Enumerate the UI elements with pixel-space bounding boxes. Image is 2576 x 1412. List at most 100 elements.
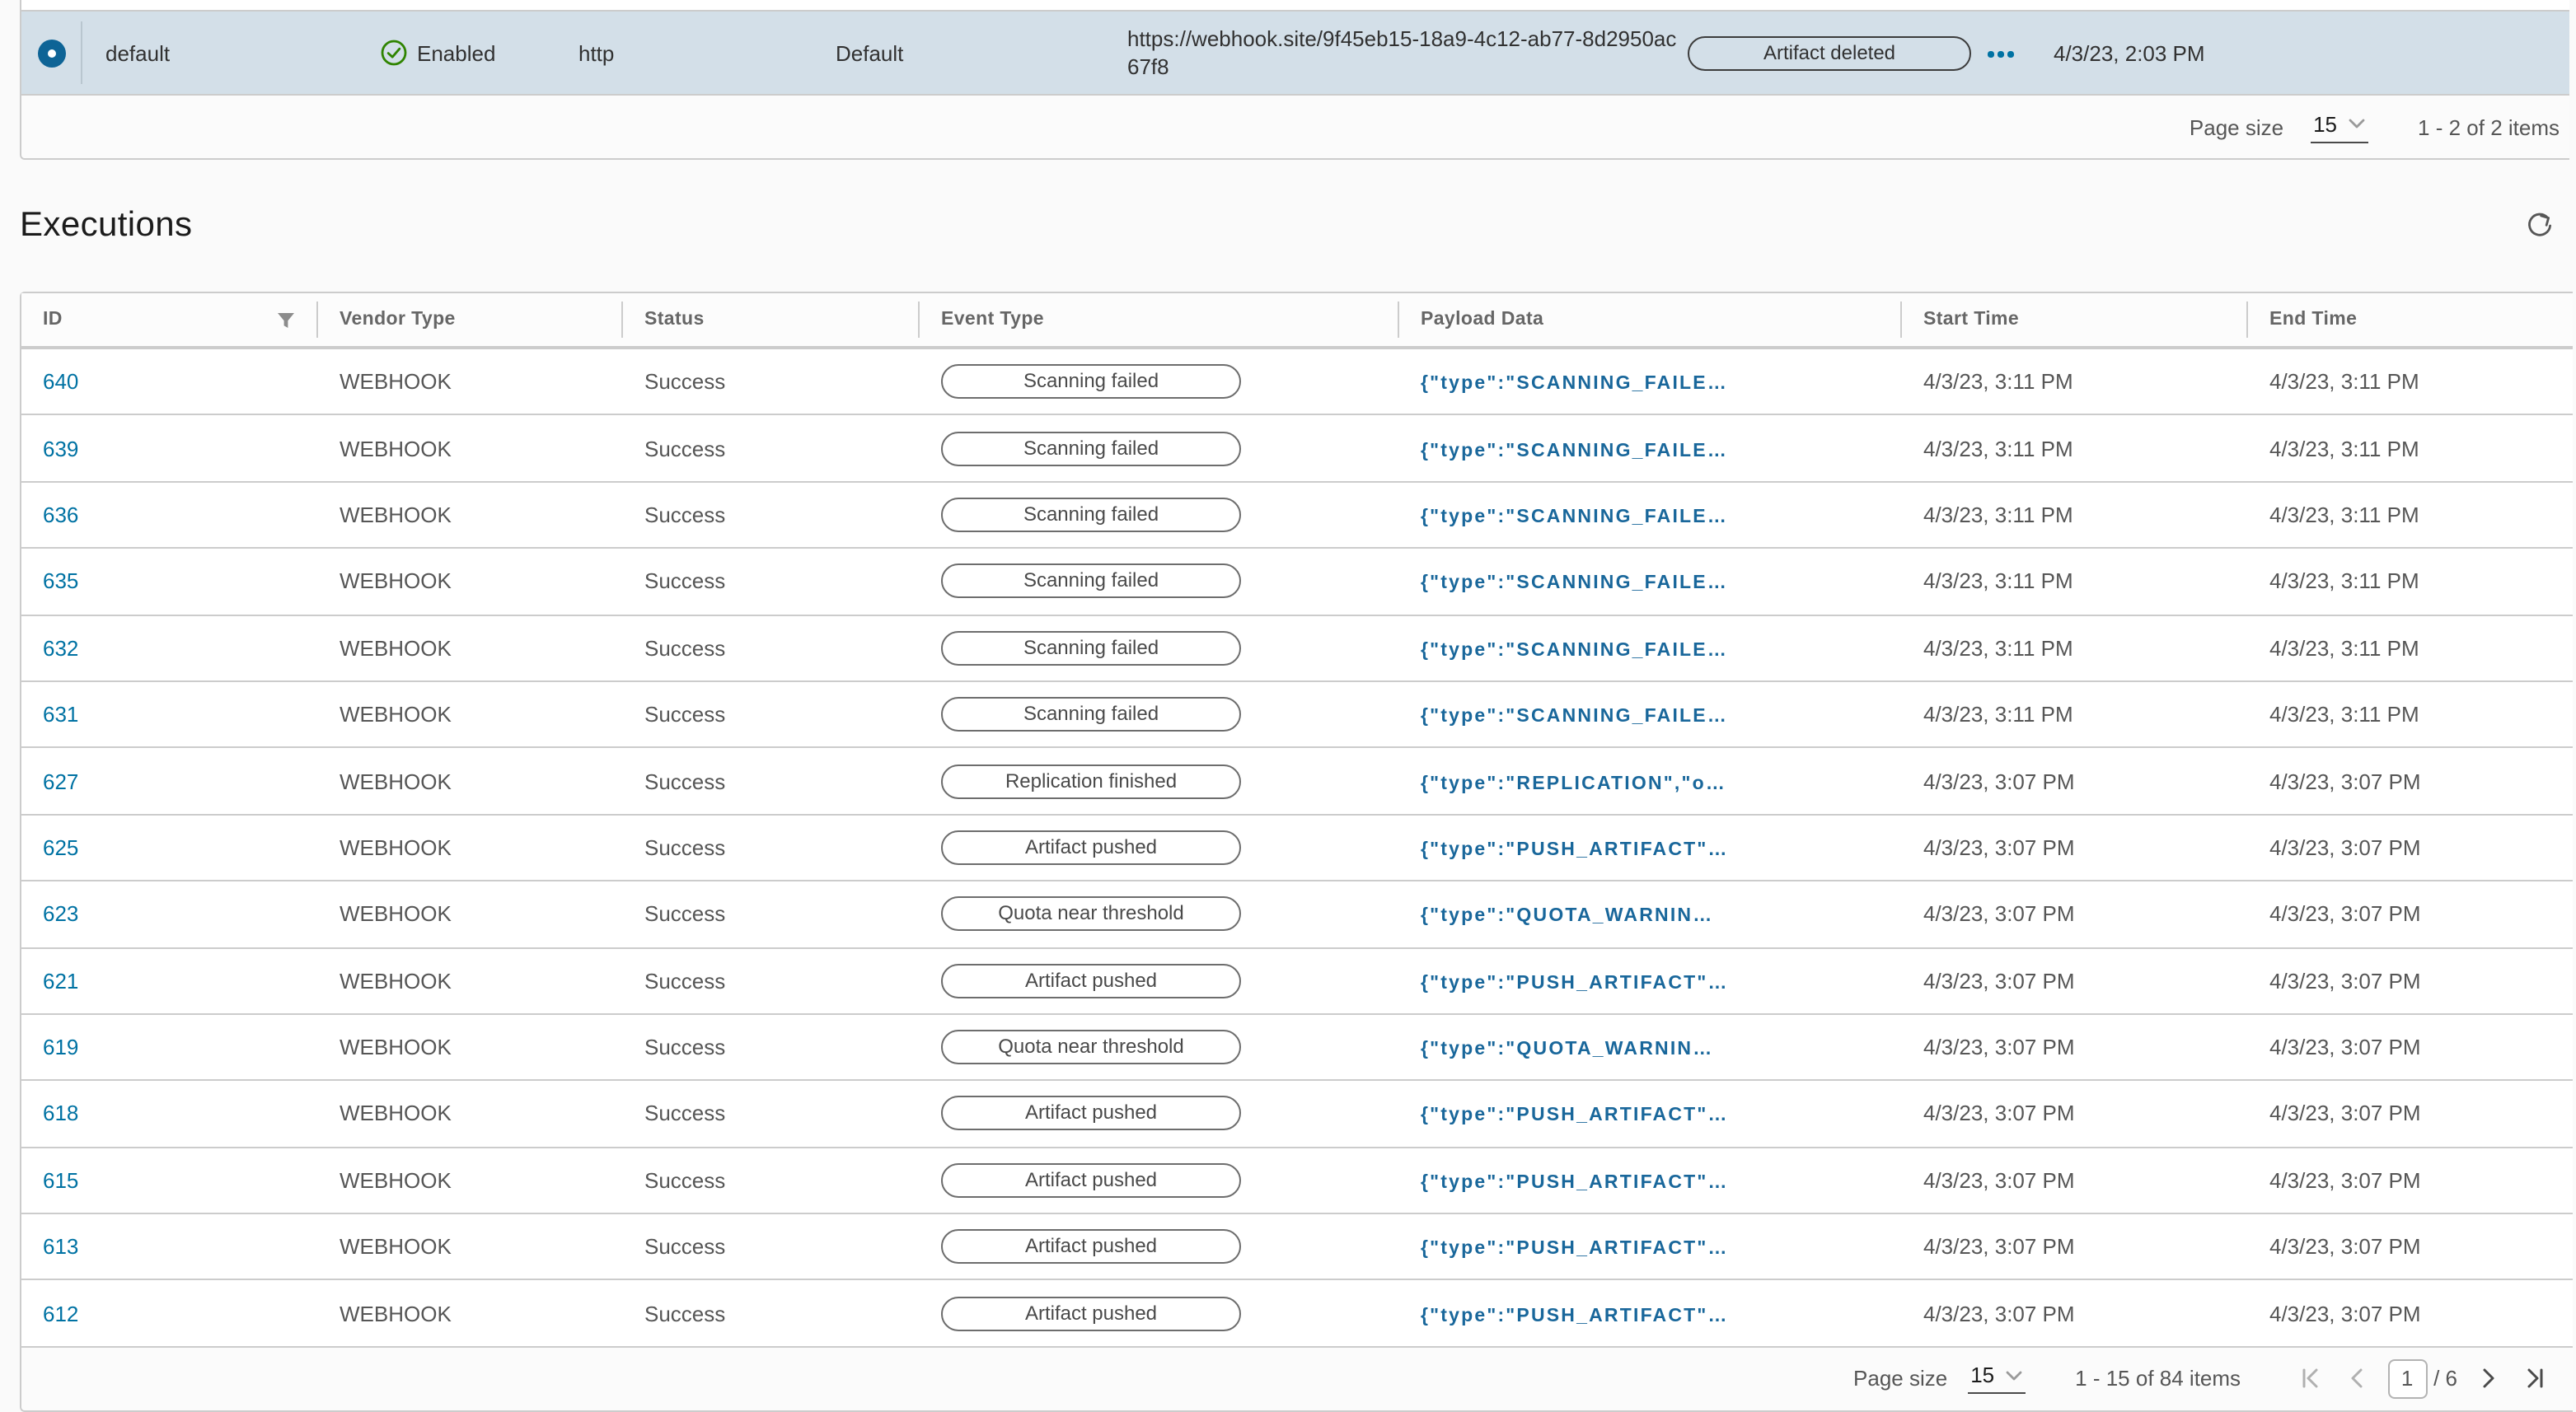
event-type-badge: Artifact pushed	[941, 830, 1241, 865]
webhook-name: default	[105, 40, 171, 65]
enabled-check-icon	[381, 40, 407, 66]
page-size-value: 15	[2313, 111, 2338, 136]
execution-id-link[interactable]: 635	[43, 568, 79, 594]
execution-row: 636 WEBHOOK Success Scanning failed {"ty…	[21, 482, 2573, 549]
execution-id-link[interactable]: 618	[43, 1101, 79, 1126]
executions-table-footer: Page size 15 1 - 15 of 84 items	[21, 1345, 2573, 1410]
execution-start-time-cell: 4/3/23, 3:07 PM	[1923, 769, 2075, 794]
chevron-down-icon	[2349, 119, 2365, 129]
webhook-notify-type: http	[578, 40, 615, 65]
event-type-badge: Scanning failed	[941, 563, 1241, 599]
column-header-event-type[interactable]: Event Type	[920, 293, 1399, 346]
webhook-payload-format: Default	[836, 40, 904, 65]
payload-data-link[interactable]: {"type":"PUSH_ARTIFACT"…	[1421, 1172, 1729, 1193]
webhook-row-selected[interactable]: default Enabled http Default https://web…	[21, 12, 2569, 96]
execution-row: 635 WEBHOOK Success Scanning failed {"ty…	[21, 549, 2573, 616]
execution-event-cell: Artifact pushed	[920, 1096, 1399, 1131]
execution-row: 627 WEBHOOK Success Replication finished…	[21, 748, 2573, 816]
webhooks-table: default Enabled http Default https://web…	[20, 0, 2569, 160]
payload-data-link[interactable]: {"type":"PUSH_ARTIFACT"…	[1421, 1306, 1729, 1326]
execution-row: 618 WEBHOOK Success Artifact pushed {"ty…	[21, 1081, 2573, 1148]
execution-vendor-cell: WEBHOOK	[340, 1167, 452, 1193]
execution-id-cell: 640	[21, 369, 318, 394]
payload-data-link[interactable]: {"type":"SCANNING_FAILE…	[1421, 507, 1729, 527]
execution-payload-cell: {"type":"SCANNING_FAILE…	[1399, 636, 1902, 661]
more-events-ellipsis[interactable]	[1988, 51, 2013, 58]
execution-start-time-cell: 4/3/23, 3:11 PM	[1923, 369, 2073, 395]
payload-data-link[interactable]: {"type":"PUSH_ARTIFACT"…	[1421, 1106, 1729, 1126]
execution-payload-cell: {"type":"PUSH_ARTIFACT"…	[1399, 835, 1902, 860]
column-header-start-time[interactable]: Start Time	[1902, 293, 2248, 346]
execution-row: 613 WEBHOOK Success Artifact pushed {"ty…	[21, 1214, 2573, 1281]
execution-vendor-cell: WEBHOOK	[340, 635, 452, 661]
column-header-vendor-type[interactable]: Vendor Type	[318, 293, 623, 346]
execution-id-link[interactable]: 631	[43, 702, 79, 727]
execution-id-link[interactable]: 613	[43, 1234, 79, 1260]
execution-status-cell: Success	[644, 436, 726, 461]
event-type-badge: Scanning failed	[941, 630, 1241, 666]
column-header-status[interactable]: Status	[623, 293, 920, 346]
execution-vendor-cell: WEBHOOK	[340, 1301, 452, 1326]
execution-event-cell: Scanning failed	[920, 563, 1399, 599]
payload-data-link[interactable]: {"type":"SCANNING_FAILE…	[1421, 573, 1729, 594]
filter-icon[interactable]	[277, 311, 295, 329]
execution-payload-cell: {"type":"REPLICATION","o…	[1399, 769, 1902, 793]
execution-id-link[interactable]: 612	[43, 1301, 79, 1326]
execution-start-time-cell: 4/3/23, 3:07 PM	[1923, 901, 2075, 927]
webhook-radio-selected[interactable]	[38, 39, 66, 67]
payload-data-link[interactable]: {"type":"REPLICATION","o…	[1421, 774, 1727, 794]
execution-id-link[interactable]: 636	[43, 502, 79, 527]
execution-end-time-cell: 4/3/23, 3:11 PM	[2269, 635, 2419, 661]
execution-end-time-cell: 4/3/23, 3:07 PM	[2269, 835, 2421, 860]
payload-data-link[interactable]: {"type":"QUOTA_WARNIN…	[1421, 1040, 1714, 1060]
execution-end-time-cell: 4/3/23, 3:07 PM	[2269, 769, 2421, 794]
column-header-end-time[interactable]: End Time	[2269, 310, 2358, 330]
execution-event-cell: Artifact pushed	[920, 1296, 1399, 1331]
payload-data-link[interactable]: {"type":"PUSH_ARTIFACT"…	[1421, 839, 1729, 860]
webhook-radio-cell	[21, 12, 82, 94]
page-size-select[interactable]: 15	[2310, 111, 2369, 143]
execution-id-link[interactable]: 625	[43, 835, 79, 860]
execution-id-link[interactable]: 623	[43, 901, 79, 927]
payload-data-link[interactable]: {"type":"QUOTA_WARNIN…	[1421, 906, 1714, 927]
column-header-payload-data[interactable]: Payload Data	[1399, 293, 1902, 346]
execution-status-cell: Success	[644, 1234, 726, 1260]
payload-data-link[interactable]: {"type":"SCANNING_FAILE…	[1421, 707, 1729, 727]
execution-id-link[interactable]: 615	[43, 1167, 79, 1193]
payload-data-link[interactable]: {"type":"SCANNING_FAILE…	[1421, 441, 1729, 461]
webhooks-table-cropped-row	[21, 0, 2569, 12]
payload-data-link[interactable]: {"type":"SCANNING_FAILE…	[1421, 374, 1729, 395]
execution-id-link[interactable]: 632	[43, 635, 79, 661]
execution-start-time-cell: 4/3/23, 3:07 PM	[1923, 1234, 2075, 1260]
execution-payload-cell: {"type":"PUSH_ARTIFACT"…	[1399, 1101, 1902, 1126]
payload-data-link[interactable]: {"type":"SCANNING_FAILE…	[1421, 640, 1729, 661]
execution-payload-cell: {"type":"PUSH_ARTIFACT"…	[1399, 1301, 1902, 1326]
execution-vendor-cell: WEBHOOK	[340, 436, 452, 461]
execution-start-time-cell: 4/3/23, 3:07 PM	[1923, 1101, 2075, 1126]
event-type-badge: Artifact pushed	[941, 1096, 1241, 1131]
execution-row: 631 WEBHOOK Success Scanning failed {"ty…	[21, 681, 2573, 749]
webhook-enabled-label: Enabled	[417, 40, 496, 65]
execution-row: 632 WEBHOOK Success Scanning failed {"ty…	[21, 615, 2573, 682]
execution-id-link[interactable]: 640	[43, 369, 79, 395]
execution-payload-cell: {"type":"QUOTA_WARNIN…	[1399, 902, 1902, 927]
execution-end-time-cell: 4/3/23, 3:07 PM	[2269, 1101, 2421, 1126]
execution-status-cell: Success	[644, 769, 726, 794]
payload-data-link[interactable]: {"type":"PUSH_ARTIFACT"…	[1421, 973, 1729, 994]
execution-start-time-cell: 4/3/23, 3:11 PM	[1923, 568, 2073, 594]
execution-event-cell: Scanning failed	[920, 697, 1399, 732]
execution-id-link[interactable]: 627	[43, 769, 79, 794]
execution-id-link[interactable]: 621	[43, 968, 79, 994]
execution-row: 625 WEBHOOK Success Artifact pushed {"ty…	[21, 815, 2573, 882]
execution-row: 640 WEBHOOK Success Scanning failed {"ty…	[21, 349, 2573, 416]
refresh-button[interactable]	[2520, 206, 2560, 245]
execution-vendor-cell: WEBHOOK	[340, 1035, 452, 1060]
execution-id-link[interactable]: 639	[43, 436, 79, 461]
execution-id-link[interactable]: 619	[43, 1035, 79, 1060]
webhook-endpoint-url: https://webhook.site/9f45eb15-18a9-4c12-…	[1127, 26, 1677, 79]
column-header-id[interactable]: ID	[21, 293, 318, 346]
execution-end-time-cell: 4/3/23, 3:07 PM	[2269, 1035, 2421, 1060]
payload-data-link[interactable]: {"type":"PUSH_ARTIFACT"…	[1421, 1239, 1729, 1260]
execution-payload-cell: {"type":"SCANNING_FAILE…	[1399, 436, 1902, 461]
executions-table: ID Vendor Type Status Event Type Payload…	[20, 292, 2573, 1412]
